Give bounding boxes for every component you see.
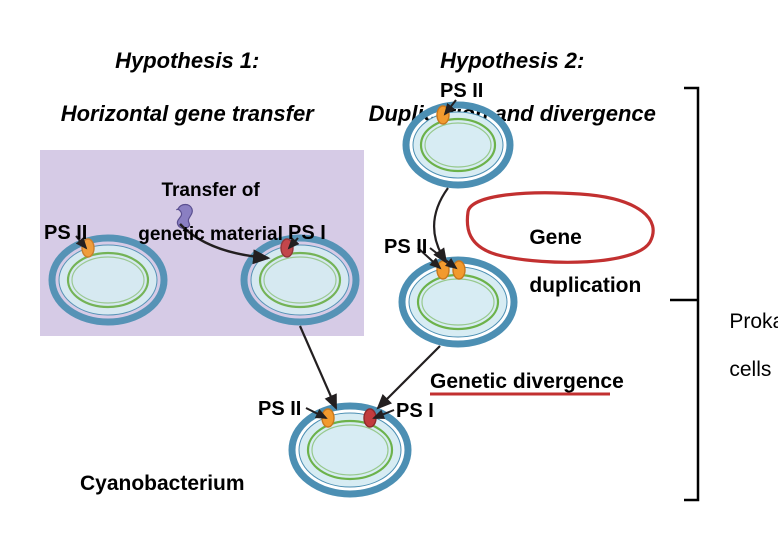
gene-line1: Gene	[529, 226, 582, 249]
prok-line2: cells	[729, 358, 771, 381]
cell-top-right	[406, 105, 510, 185]
label-psii-bottom: PS II	[258, 398, 301, 421]
cell-bottom-cyanobacterium	[292, 406, 408, 494]
label-prokaryotic-cells: Prokaryotic cells	[706, 286, 778, 407]
label-psii-mid: PS II	[384, 236, 427, 259]
label-genetic-divergence: Genetic divergence	[430, 370, 624, 394]
bracket-prokaryotic	[670, 88, 698, 500]
psii-spot-icon	[437, 106, 449, 124]
diagram-root: Hypothesis 1: Horizontal gene transfer H…	[0, 0, 778, 538]
arrow-left-to-bottom	[300, 326, 336, 408]
gene-line2: duplication	[529, 274, 641, 297]
label-psi-bottom: PS I	[396, 400, 434, 423]
label-psii-left: PS II	[44, 222, 87, 245]
label-transfer: Transfer of genetic material	[110, 158, 290, 267]
prok-line1: Prokaryotic	[729, 310, 778, 333]
label-psii-top: PS II	[440, 80, 483, 103]
label-psi-left: PS I	[288, 222, 326, 245]
label-gene-duplication: Gene duplication	[506, 202, 641, 323]
cell-mid-right	[402, 260, 514, 344]
label-cyanobacterium: Cyanobacterium	[80, 472, 245, 496]
arrow-gene-duplication	[434, 188, 448, 262]
psii-spot-icon	[453, 261, 465, 279]
svg-layer	[0, 0, 778, 538]
transfer-line2: genetic material	[138, 224, 283, 245]
transfer-line1: Transfer of	[161, 180, 259, 201]
psii-spot-icon	[437, 261, 449, 279]
